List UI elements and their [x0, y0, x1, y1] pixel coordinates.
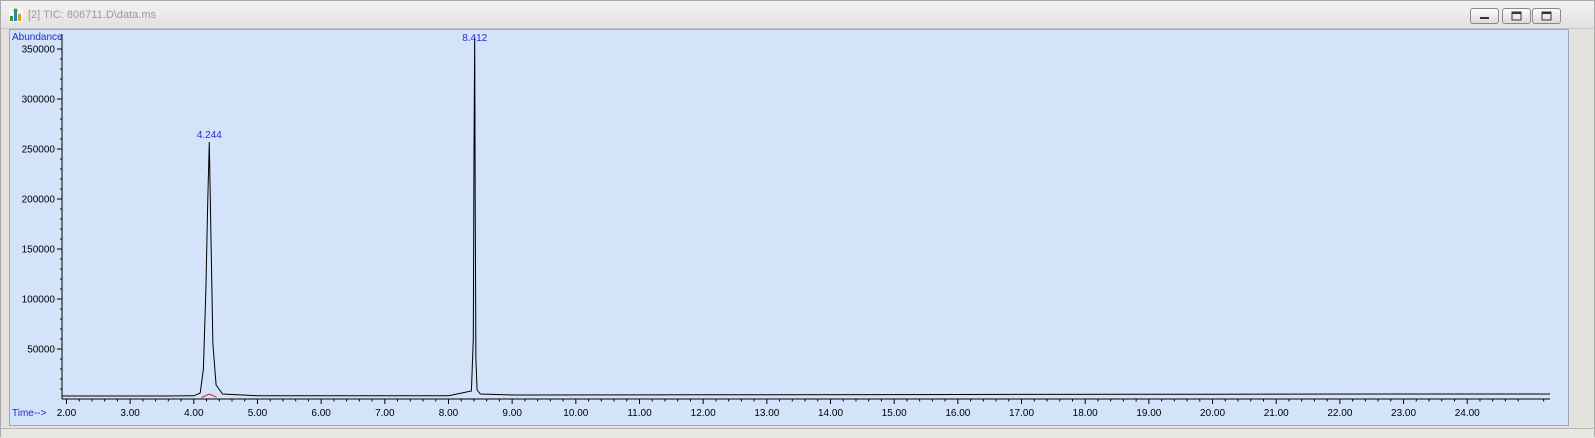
tic-series-line	[62, 36, 1550, 397]
y-axis-label: Abundance	[12, 32, 63, 43]
x-tick-label: 12.00	[691, 408, 716, 419]
x-tick-label: 24.00	[1455, 408, 1480, 419]
x-axis-label: Time-->	[12, 408, 47, 419]
y-tick-label: 200000	[22, 195, 56, 206]
x-tick-label: 16.00	[945, 408, 970, 419]
integration-baseline	[201, 393, 217, 398]
y-ticks: 50000 100000 150000 200000 250000 300000 35000…	[22, 38, 62, 390]
x-tick-label: 10.00	[563, 408, 588, 419]
y-tick-label: 250000	[22, 145, 56, 156]
x-tick-label: 23.00	[1391, 408, 1416, 419]
y-tick-label: 50000	[27, 345, 55, 356]
x-tick-label: 9.00	[502, 408, 522, 419]
x-tick-label: 19.00	[1136, 408, 1161, 419]
x-tick-label: 13.00	[754, 408, 779, 419]
restore-button[interactable]	[1502, 8, 1531, 24]
x-tick-label: 20.00	[1200, 408, 1225, 419]
title-bar[interactable]: [2] TIC: 806711.D\data.ms	[1, 1, 1594, 29]
x-tick-label: 3.00	[120, 408, 140, 419]
tic-trace	[62, 36, 1550, 398]
x-tick-label: 4.00	[184, 408, 204, 419]
close-icon	[1541, 11, 1552, 21]
x-tick-label: 18.00	[1073, 408, 1098, 419]
chromatogram-app-icon	[9, 8, 23, 22]
x-tick-label: 15.00	[882, 408, 907, 419]
x-tick-label: 22.00	[1327, 408, 1352, 419]
y-tick-label: 150000	[22, 245, 56, 256]
x-tick-label: 11.00	[627, 408, 652, 419]
x-tick-label: 14.00	[818, 408, 843, 419]
minimize-button[interactable]	[1470, 8, 1499, 24]
y-tick-label: 350000	[22, 45, 56, 56]
x-tick-label: 2.00	[57, 408, 77, 419]
plot-area[interactable]: 2.00 3.00 4.00 5.00 6.00 7.00 8.00 9.00 10.00 11.…	[9, 29, 1569, 426]
restore-icon	[1511, 11, 1522, 21]
minimize-icon	[1480, 17, 1489, 19]
x-ticks: 2.00 3.00 4.00 5.00 6.00 7.00 8.00 9.00 10.00 11.…	[57, 399, 1545, 419]
y-tick-label: 300000	[22, 95, 56, 106]
y-tick-label: 100000	[22, 295, 56, 306]
x-tick-label: 21.00	[1264, 408, 1289, 419]
axes	[61, 34, 1550, 400]
x-tick-label: 5.00	[248, 408, 268, 419]
x-tick-label: 6.00	[311, 408, 331, 419]
x-tick-label: 17.00	[1009, 408, 1034, 419]
window-title: [2] TIC: 806711.D\data.ms	[28, 9, 156, 21]
peak-label: 4.244	[197, 130, 222, 141]
peak-label: 8.412	[462, 33, 487, 44]
x-tick-label: 7.00	[375, 408, 395, 419]
chromatogram-chart: 2.00 3.00 4.00 5.00 6.00 7.00 8.00 9.00 10.00 11.…	[12, 32, 1550, 419]
peak-labels: 4.244 8.412	[197, 33, 488, 141]
close-button[interactable]	[1532, 8, 1561, 24]
status-strip	[1, 428, 1594, 438]
x-tick-label: 8.00	[439, 408, 459, 419]
